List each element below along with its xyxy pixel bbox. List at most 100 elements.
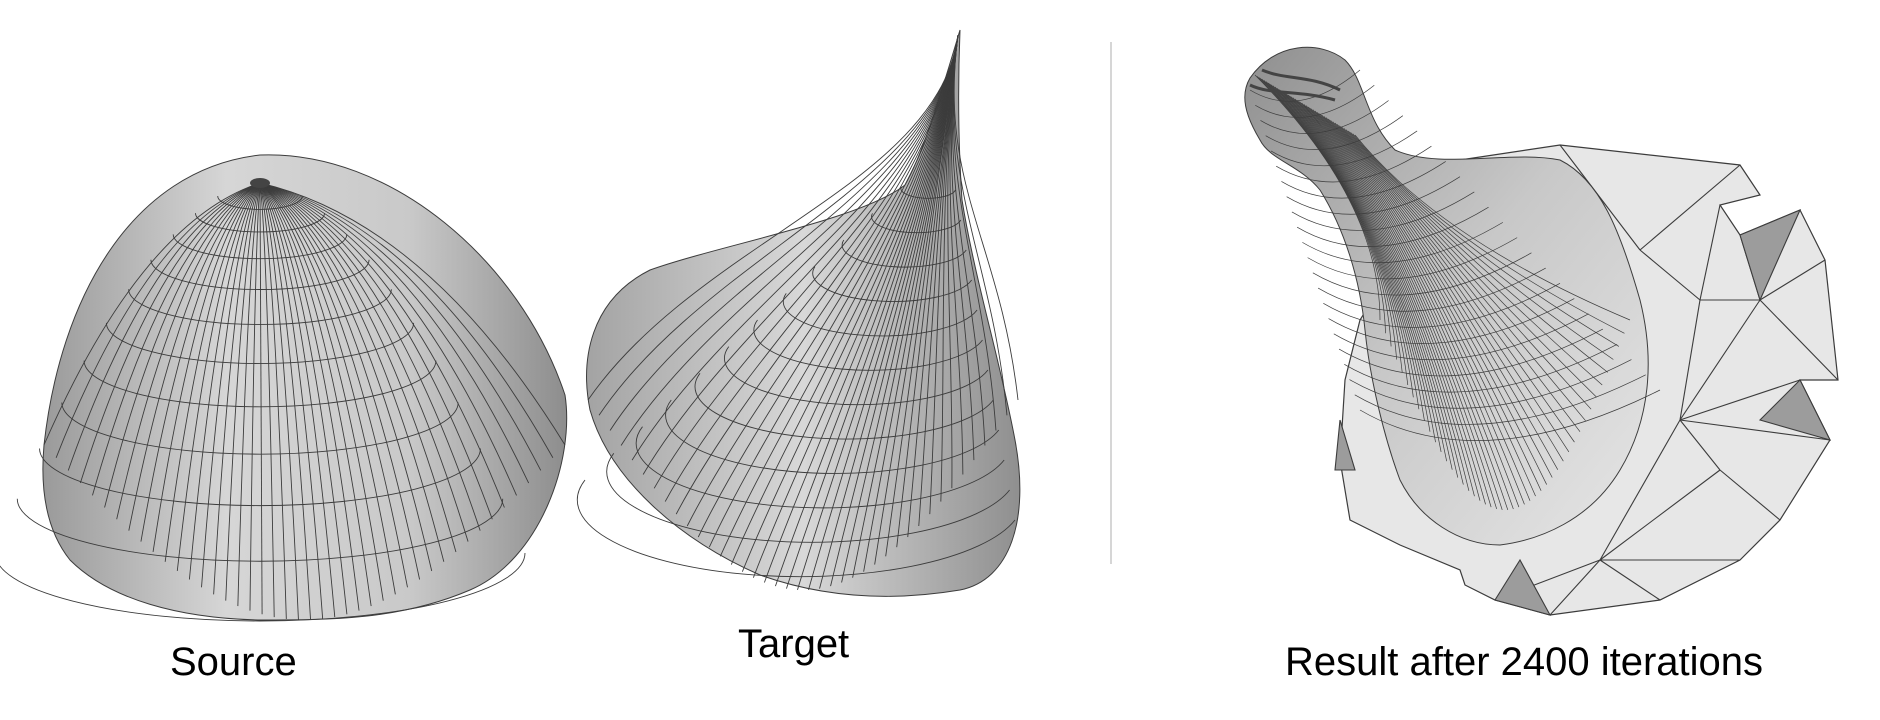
result-facet-edge [1679, 419, 1831, 441]
target-mesh [576, 29, 1021, 597]
result-neck-line [1256, 76, 1386, 334]
result-neck-line [1308, 106, 1514, 510]
result-neck-ring [1344, 343, 1618, 393]
target-wireframe [576, 34, 1019, 590]
result-neck-ring [1307, 237, 1518, 280]
result-neck-line [1334, 122, 1581, 432]
source-meridian [67, 182, 261, 471]
source-meridian [259, 182, 287, 619]
result-facet-edge [1679, 299, 1761, 421]
source-meridian [213, 182, 261, 595]
result-head-crease [1249, 68, 1341, 102]
result-neck-ring [1286, 176, 1461, 215]
result-neck-line [1345, 129, 1608, 373]
result-neck-line [1332, 121, 1575, 443]
caption-result: Result after 2400 iterations [1285, 640, 1764, 684]
result-neck-ring [1328, 298, 1575, 344]
target-ring [871, 213, 962, 234]
target-ring [606, 453, 1010, 543]
source-meridian [249, 182, 261, 611]
source-meridian [188, 182, 261, 580]
source-meridian [259, 182, 493, 520]
result-neck-ring [1270, 130, 1418, 167]
target-meridian [953, 34, 1019, 401]
result-neck-ring [1281, 161, 1446, 199]
target-meridian [675, 34, 959, 515]
target-meridian [775, 34, 959, 587]
result-neck-line [1301, 102, 1498, 510]
source-meridian [225, 182, 261, 601]
source-wireframe [0, 182, 566, 622]
result-neck-line [1292, 97, 1475, 497]
source-meridian [259, 182, 566, 446]
source-meridian [92, 182, 261, 496]
target-ring [841, 239, 967, 268]
target-meridian [686, 34, 959, 527]
result-neck-line [1354, 134, 1631, 321]
result-neck-ring [1302, 222, 1504, 264]
source-meridian [259, 182, 554, 458]
result-facet-edge [1639, 249, 1701, 301]
source-meridian [259, 182, 505, 508]
result-neck-line [1263, 80, 1403, 373]
result-neck-line [1343, 128, 1603, 386]
result-neck-line [1296, 100, 1486, 505]
target-meridian [631, 34, 959, 461]
target-meridian [598, 34, 959, 416]
result-neck-line [1325, 117, 1559, 470]
result-neck-ring [1317, 267, 1546, 312]
target-meridian [653, 34, 959, 489]
target-ring [900, 186, 956, 199]
result-neck-line [1328, 118, 1564, 462]
source-meridian [152, 182, 261, 553]
source-meridian [259, 182, 530, 484]
source-ring [217, 195, 303, 210]
result-neck-ring [1359, 389, 1661, 441]
result-neck-line [1330, 120, 1570, 453]
result-neck-ring [1260, 100, 1389, 134]
panel-divider [1110, 42, 1112, 564]
target-ring [782, 293, 978, 337]
source-meridian [259, 182, 348, 615]
source-meridian [259, 182, 469, 542]
source-ring [128, 289, 392, 325]
result-neck-ring [1276, 145, 1432, 183]
target-ring [753, 319, 983, 371]
result-neck-line [1319, 113, 1542, 491]
source-meridian [259, 182, 336, 618]
result-neck-ring [1338, 328, 1604, 377]
target-meridian [697, 34, 959, 538]
target-ring [812, 266, 973, 302]
result-neck-line [1288, 94, 1464, 485]
caption-source: Source [170, 640, 297, 684]
source-meridian [259, 182, 312, 620]
target-meridian [642, 34, 959, 475]
result-neck-line [1312, 109, 1525, 505]
caption-target: Target [738, 622, 850, 666]
source-meridian [116, 182, 261, 520]
result-neck-line [1336, 124, 1586, 421]
result-neck-line [1339, 125, 1592, 410]
source-meridian [237, 182, 261, 607]
source-ring [105, 322, 415, 364]
source-meridian [259, 182, 263, 615]
result-neck-line [1348, 130, 1614, 360]
target-ring [665, 399, 1000, 474]
result-neck-ring [1291, 191, 1475, 231]
source-meridian [259, 182, 408, 588]
result-wireframe [1249, 68, 1661, 510]
result-neck-line [1281, 90, 1448, 462]
source-meridian [164, 182, 261, 562]
source-ring [150, 259, 370, 290]
source-ring [39, 448, 481, 506]
result-neck-line [1290, 96, 1470, 491]
target-meridian [609, 34, 959, 431]
source-ring [61, 402, 459, 455]
source-meridian [176, 182, 261, 572]
source-meridian [201, 182, 261, 588]
result-facet-edge [1759, 299, 1839, 381]
result-neck-line [1303, 104, 1503, 510]
result-neck-line [1285, 93, 1459, 478]
result-neck-line [1274, 86, 1431, 432]
